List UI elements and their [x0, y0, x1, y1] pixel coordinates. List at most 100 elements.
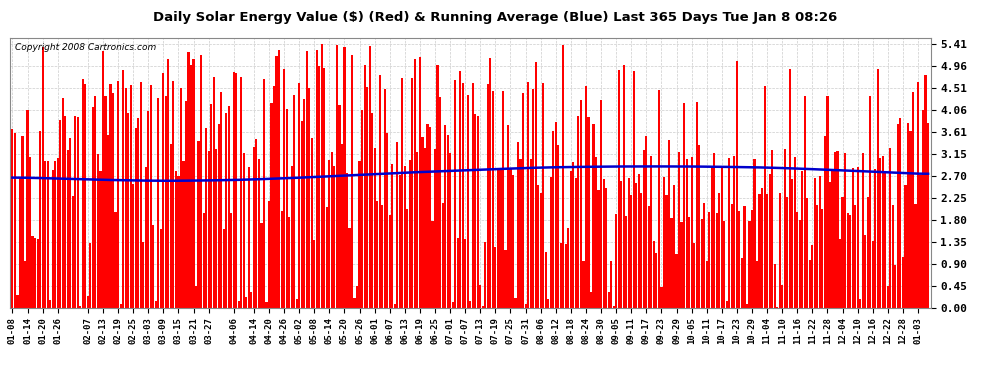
- Bar: [231, 213, 233, 308]
- Bar: [701, 219, 703, 308]
- Bar: [877, 69, 879, 308]
- Bar: [758, 194, 760, 308]
- Bar: [336, 45, 338, 308]
- Bar: [615, 214, 617, 308]
- Bar: [61, 98, 63, 308]
- Bar: [899, 118, 902, 308]
- Bar: [170, 144, 172, 308]
- Bar: [497, 171, 499, 308]
- Bar: [734, 156, 736, 308]
- Bar: [698, 145, 700, 308]
- Bar: [647, 206, 649, 308]
- Bar: [582, 261, 584, 308]
- Bar: [140, 82, 142, 308]
- Bar: [363, 64, 365, 308]
- Bar: [69, 138, 71, 308]
- Bar: [920, 175, 922, 308]
- Bar: [842, 198, 843, 308]
- Bar: [721, 167, 723, 308]
- Bar: [187, 52, 189, 308]
- Bar: [817, 205, 819, 308]
- Bar: [834, 152, 837, 308]
- Bar: [731, 204, 733, 308]
- Bar: [396, 142, 398, 308]
- Bar: [839, 239, 842, 308]
- Bar: [56, 158, 58, 308]
- Bar: [618, 70, 620, 308]
- Bar: [487, 84, 489, 308]
- Bar: [819, 176, 821, 308]
- Bar: [461, 83, 463, 308]
- Bar: [87, 296, 89, 307]
- Bar: [273, 86, 275, 308]
- Bar: [663, 177, 665, 308]
- Bar: [554, 122, 556, 308]
- Bar: [668, 140, 670, 308]
- Bar: [726, 302, 728, 307]
- Bar: [592, 124, 595, 308]
- Bar: [246, 297, 248, 307]
- Bar: [339, 105, 341, 308]
- Bar: [378, 75, 381, 308]
- Bar: [814, 178, 816, 308]
- Bar: [605, 188, 607, 308]
- Bar: [469, 301, 471, 307]
- Bar: [756, 261, 758, 308]
- Bar: [132, 184, 135, 308]
- Bar: [154, 301, 156, 307]
- Bar: [389, 215, 391, 308]
- Bar: [404, 166, 406, 308]
- Bar: [34, 238, 36, 308]
- Bar: [854, 205, 856, 308]
- Bar: [213, 77, 215, 308]
- Bar: [252, 147, 255, 308]
- Bar: [683, 103, 685, 308]
- Bar: [185, 101, 187, 308]
- Bar: [414, 59, 416, 308]
- Bar: [356, 286, 358, 308]
- Bar: [203, 213, 205, 308]
- Bar: [11, 129, 14, 308]
- Bar: [107, 135, 109, 308]
- Bar: [897, 124, 899, 308]
- Bar: [346, 173, 348, 308]
- Bar: [250, 292, 252, 308]
- Bar: [665, 195, 667, 308]
- Bar: [540, 193, 542, 308]
- Bar: [718, 193, 721, 308]
- Bar: [608, 292, 610, 308]
- Bar: [210, 104, 212, 308]
- Bar: [278, 50, 280, 308]
- Bar: [195, 286, 197, 308]
- Bar: [167, 58, 169, 308]
- Bar: [89, 243, 91, 308]
- Bar: [172, 81, 174, 308]
- Bar: [459, 71, 461, 308]
- Bar: [50, 300, 51, 307]
- Bar: [806, 198, 809, 308]
- Bar: [824, 136, 826, 308]
- Bar: [348, 228, 350, 308]
- Bar: [567, 228, 569, 308]
- Bar: [851, 168, 853, 308]
- Bar: [54, 161, 56, 308]
- Bar: [693, 243, 695, 308]
- Bar: [236, 73, 238, 308]
- Bar: [248, 167, 249, 308]
- Bar: [789, 69, 791, 308]
- Bar: [502, 92, 504, 308]
- Bar: [600, 100, 602, 308]
- Bar: [466, 95, 469, 308]
- Bar: [306, 51, 308, 308]
- Bar: [706, 261, 708, 308]
- Bar: [585, 86, 587, 308]
- Bar: [64, 116, 66, 308]
- Bar: [907, 123, 909, 308]
- Bar: [912, 92, 914, 308]
- Bar: [922, 110, 924, 308]
- Bar: [796, 212, 798, 308]
- Bar: [19, 178, 21, 308]
- Bar: [148, 111, 149, 308]
- Bar: [874, 170, 876, 308]
- Bar: [437, 65, 439, 308]
